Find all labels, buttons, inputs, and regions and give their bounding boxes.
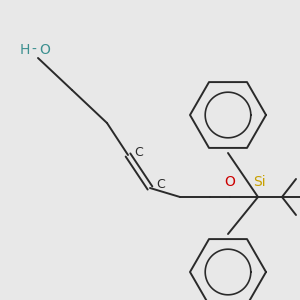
Text: O: O [225,175,236,189]
Text: O: O [39,43,50,57]
Text: Si: Si [253,175,265,189]
Text: C: C [156,178,165,191]
Text: C: C [134,146,143,158]
Text: -: - [31,43,36,57]
Text: H: H [20,43,30,57]
